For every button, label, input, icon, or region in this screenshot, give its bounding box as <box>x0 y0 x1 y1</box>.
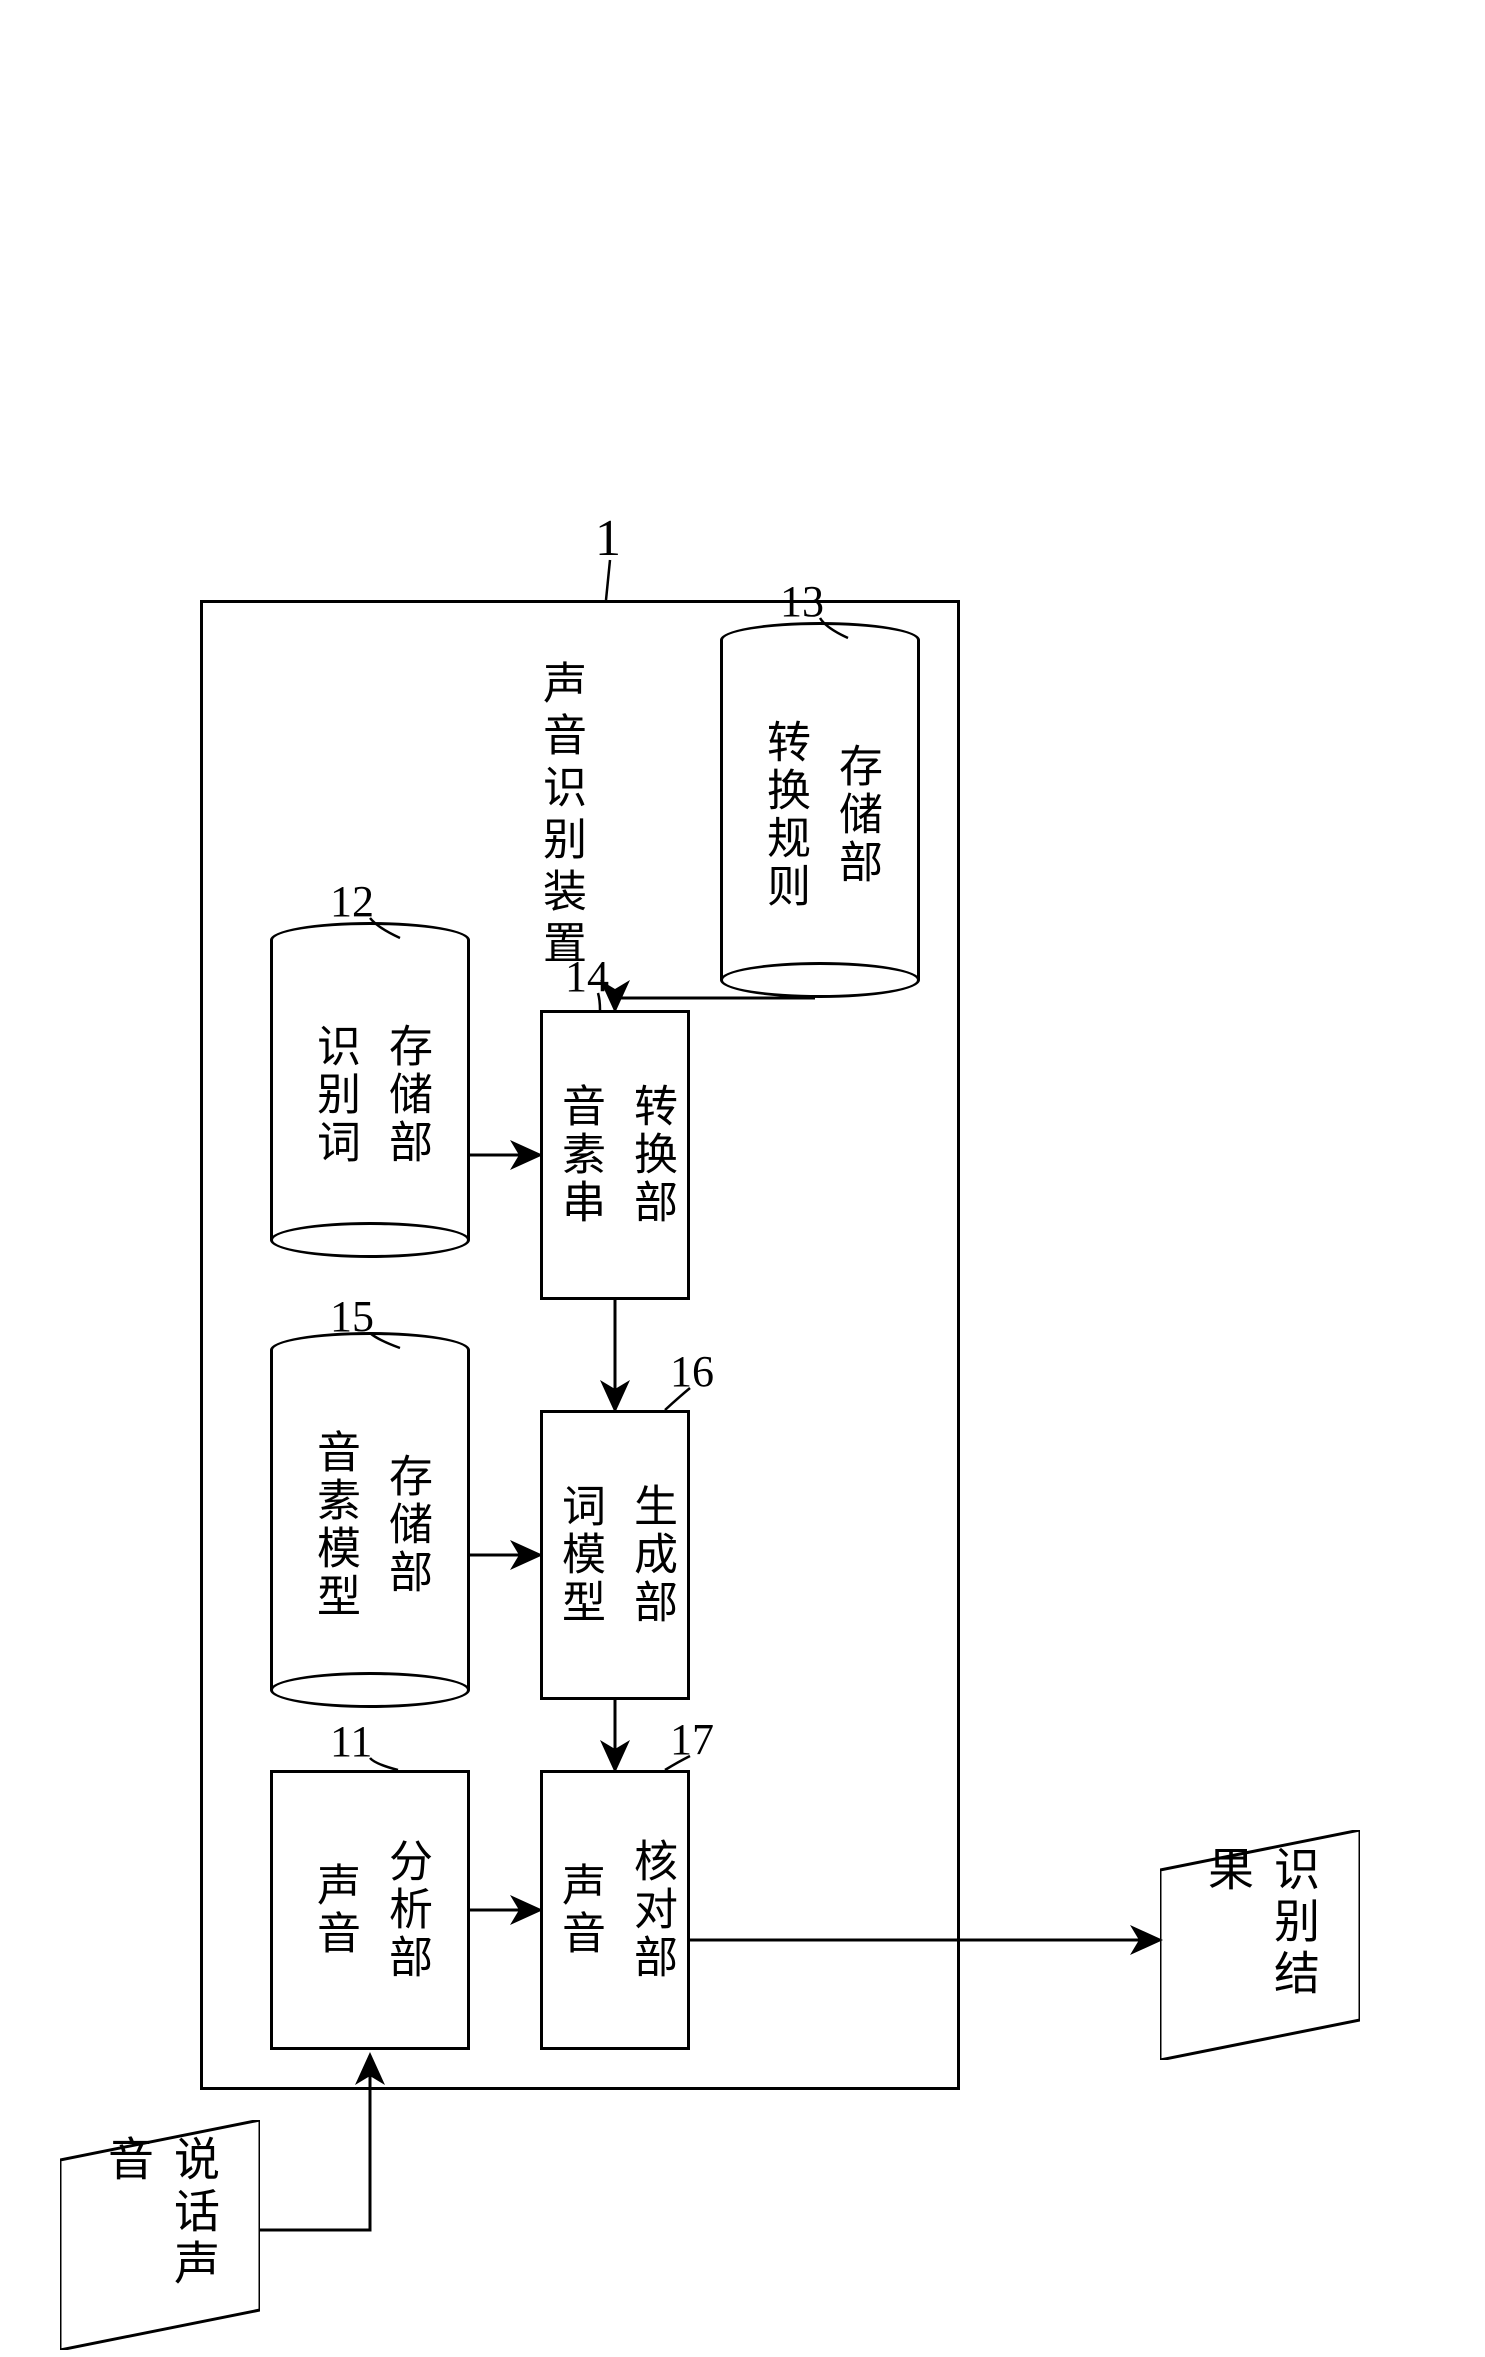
speech-recognition-diagram: 声音识别装置 识别词 存储部 转换规则 存储部 音素模型 存储部 声音 分 <box>0 0 1485 2357</box>
label-col-1: 转换规则 <box>752 719 816 911</box>
label-col-2: 存储部 <box>824 743 888 887</box>
label-col-2: 存储部 <box>374 1023 438 1167</box>
label-col-1: 音素模型 <box>302 1429 366 1621</box>
recognition-word-storage: 识别词 存储部 <box>270 940 470 1240</box>
label-col-2: 存储部 <box>374 1453 438 1597</box>
conversion-rule-storage: 转换规则 存储部 <box>720 640 920 980</box>
arrows-layer <box>0 0 1485 2357</box>
label-col-1: 识别词 <box>302 1023 366 1167</box>
phoneme-model-storage: 音素模型 存储部 <box>270 1350 470 1690</box>
